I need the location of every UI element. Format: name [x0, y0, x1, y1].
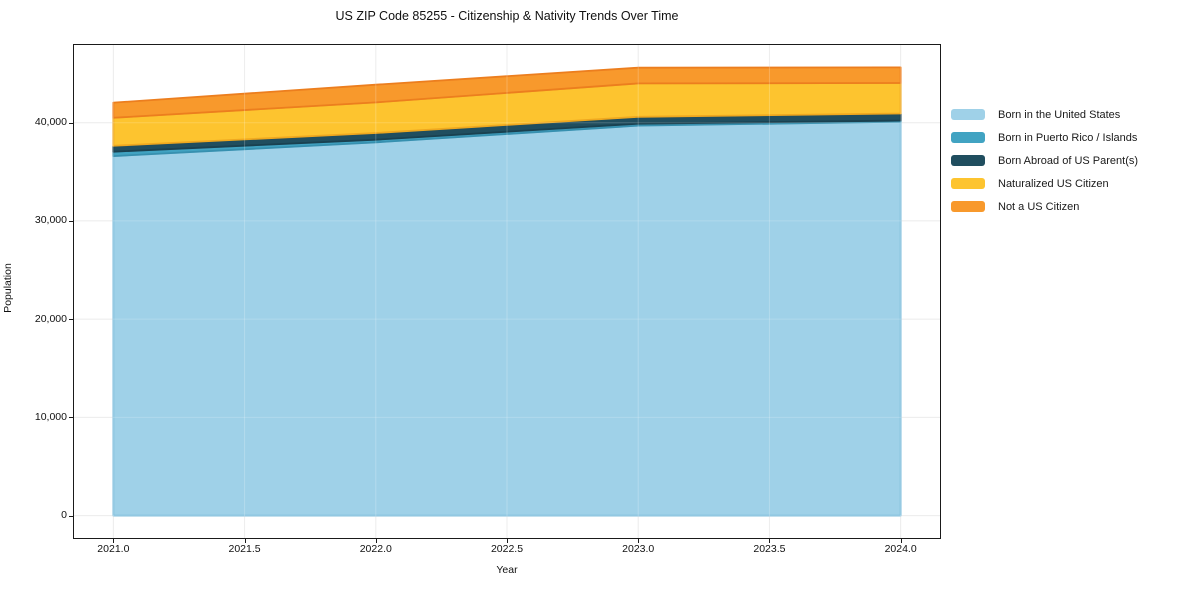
y-tick-mark — [69, 417, 73, 419]
x-tick-label: 2023.0 — [622, 543, 655, 555]
area-series — [112, 66, 902, 119]
legend-swatch-born-in-us — [951, 109, 985, 120]
y-tick-mark — [69, 515, 73, 517]
y-tick-label: 10,000 — [34, 410, 67, 423]
legend-label: Born in the United States — [998, 108, 1121, 121]
y-tick-label: 0 — [61, 509, 67, 522]
stacked-area-chart — [74, 45, 940, 538]
legend-label: Born Abroad of US Parent(s) — [998, 154, 1139, 167]
x-tick-label: 2024.0 — [884, 543, 917, 555]
y-tick-label: 30,000 — [34, 214, 67, 227]
x-tick-mark — [507, 539, 508, 543]
legend-item: Born Abroad of US Parent(s) — [951, 149, 1138, 172]
x-tick-label: 2021.5 — [228, 543, 261, 555]
legend-swatch-naturalized — [951, 178, 985, 189]
chart-title: US ZIP Code 85255 - Citizenship & Nativi… — [335, 9, 679, 23]
legend-label: Not a US Citizen — [998, 200, 1080, 213]
x-tick-mark — [900, 539, 902, 543]
x-axis-label: Year — [496, 564, 518, 576]
legend-item: Born in the United States — [951, 103, 1138, 126]
x-tick-label: 2023.5 — [753, 543, 786, 555]
legend-item: Naturalized US Citizen — [951, 172, 1138, 195]
x-tick-label: 2022.0 — [359, 543, 392, 555]
x-tick-mark — [244, 539, 246, 543]
x-tick-mark — [375, 539, 377, 543]
x-tick-label: 2021.0 — [97, 543, 130, 555]
legend-item: Born in Puerto Rico / Islands — [951, 126, 1138, 149]
legend-swatch-not-citizen — [951, 201, 985, 212]
y-tick-mark — [69, 122, 73, 124]
y-tick-label: 20,000 — [34, 312, 67, 325]
legend-swatch-puerto-rico — [951, 132, 985, 143]
x-tick-mark — [638, 539, 640, 543]
x-tick-mark — [769, 539, 771, 543]
legend: Born in the United States Born in Puerto… — [951, 103, 1138, 218]
x-tick-label: 2022.5 — [490, 543, 524, 555]
legend-item: Not a US Citizen — [951, 195, 1138, 218]
legend-swatch-born-abroad — [951, 155, 985, 166]
legend-label: Naturalized US Citizen — [998, 177, 1109, 190]
y-tick-label: 40,000 — [34, 116, 67, 129]
y-tick-mark — [69, 220, 73, 222]
x-tick-mark — [113, 539, 115, 543]
legend-label: Born in Puerto Rico / Islands — [998, 131, 1138, 144]
y-tick-mark — [69, 319, 73, 321]
plot-area — [73, 44, 941, 539]
